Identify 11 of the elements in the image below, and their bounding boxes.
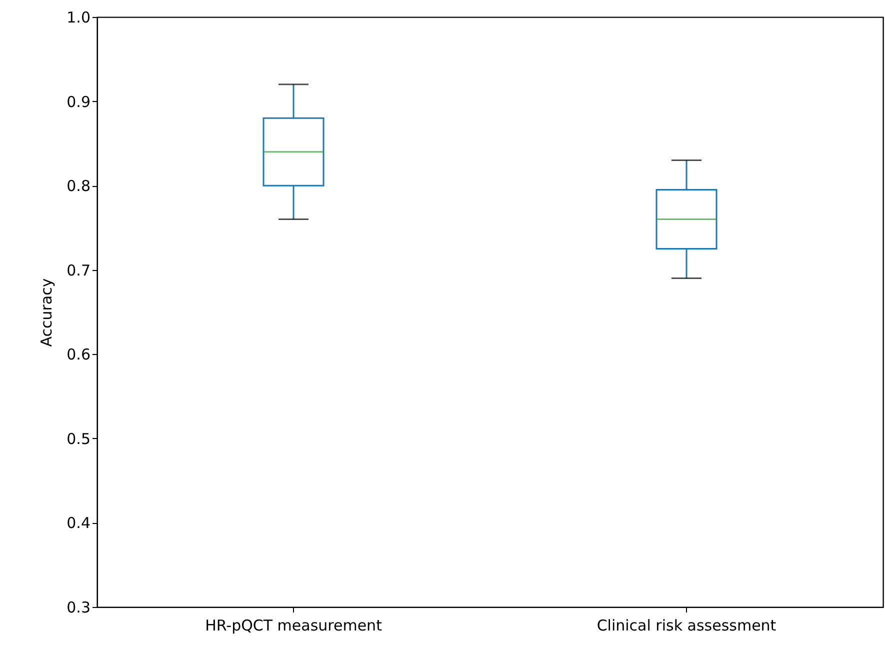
y-tick-label: 0.7 [66,261,90,280]
y-axis-title: Accuracy [38,278,56,347]
y-tick-label: 0.9 [66,92,90,111]
y-tick-label: 0.5 [66,430,90,448]
y-tick-label: 0.3 [66,598,90,616]
x-tick-label: Clinical risk assessment [596,616,776,634]
y-tick-label: 0.4 [66,514,90,532]
y-tick-label: 0.8 [66,177,90,196]
y-tick-label: 0.6 [66,346,90,364]
y-tick-label: 1.0 [66,8,90,26]
x-tick-label: HR-pQCT measurement [205,616,382,634]
